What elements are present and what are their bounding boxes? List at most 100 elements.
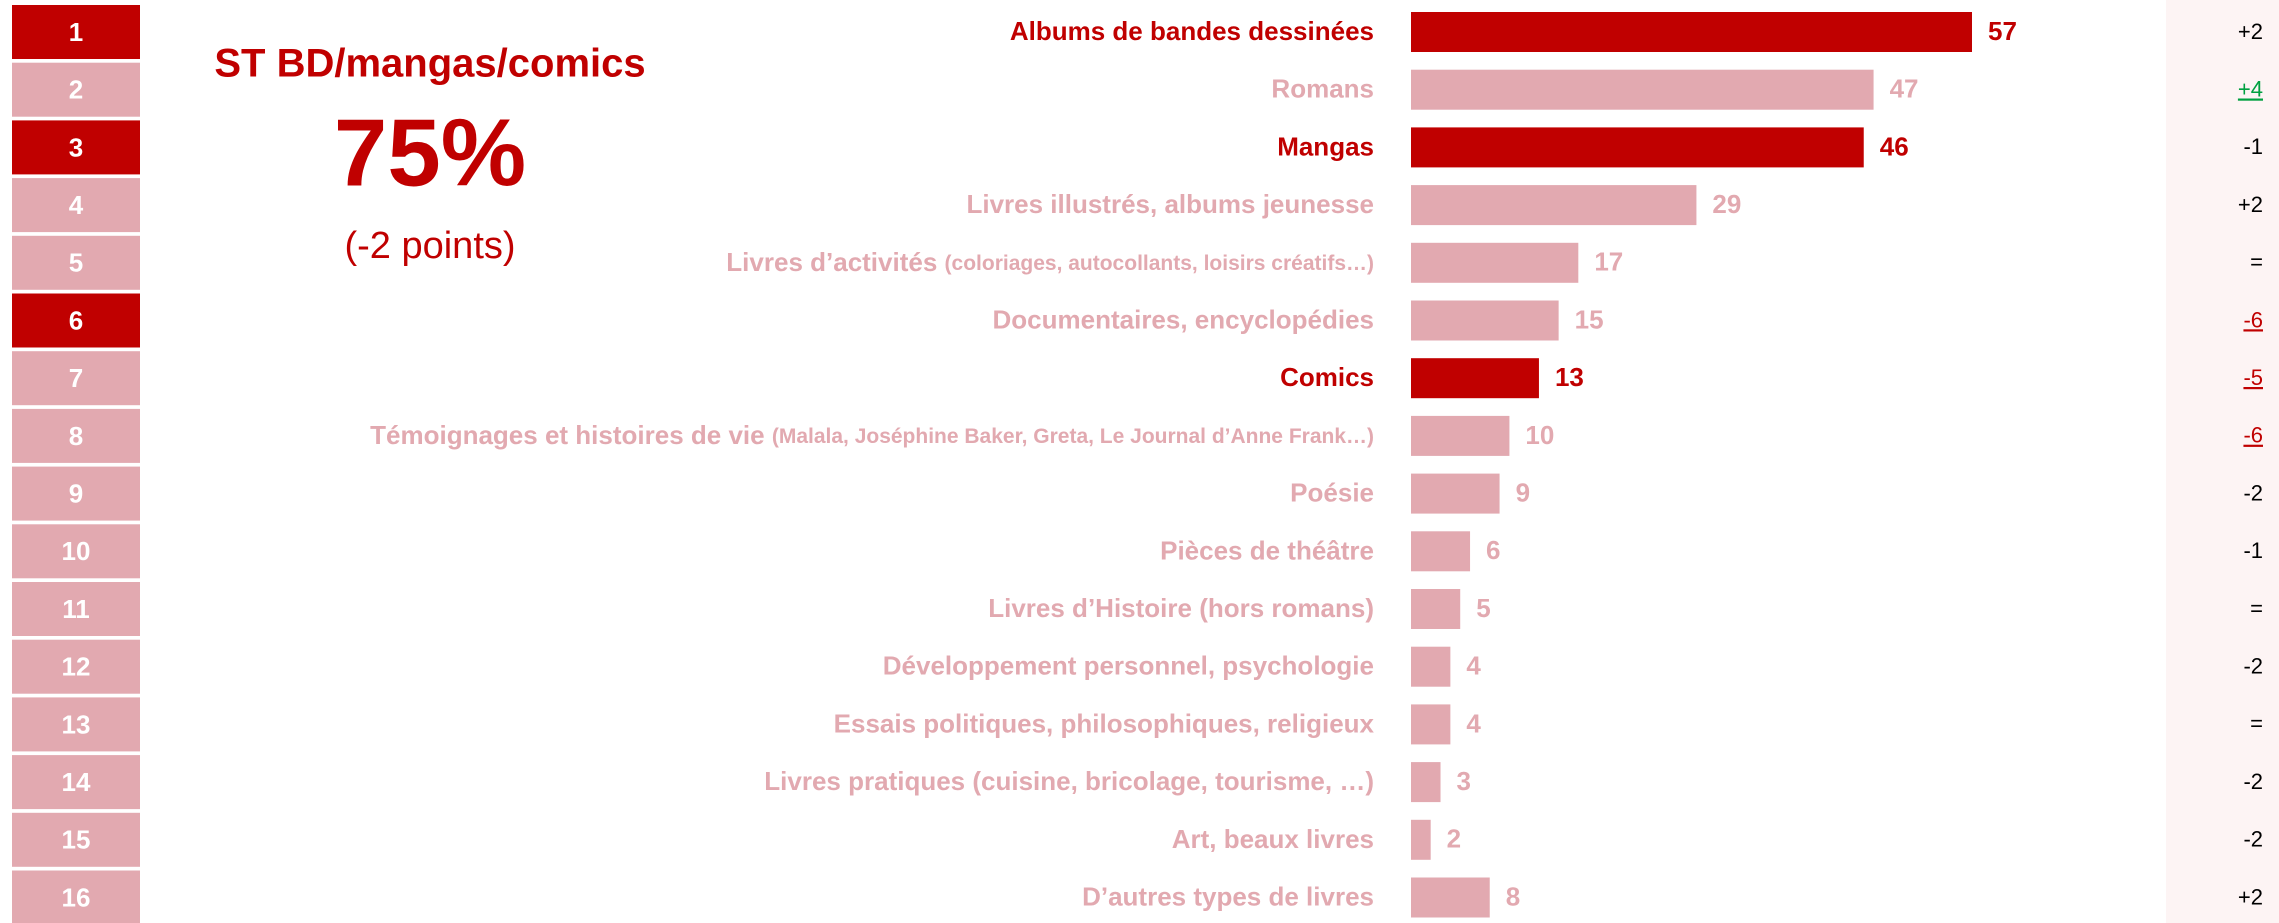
bar	[1411, 877, 1490, 918]
category-name: Pièces de théâtre	[1160, 535, 1374, 565]
rank-label: 6	[69, 305, 83, 335]
change-column-bg	[2166, 0, 2279, 923]
summary-value: 75%	[334, 99, 526, 206]
change-label: +2	[2238, 192, 2263, 217]
rank-box	[12, 408, 140, 463]
bar	[1411, 127, 1864, 168]
rank-box	[12, 812, 140, 867]
category-label: Livres d’Histoire (hors romans)	[988, 593, 1374, 623]
category-label: Poésie	[1290, 477, 1374, 507]
change-label: +2	[2238, 884, 2263, 909]
category-label: Pièces de théâtre	[1160, 535, 1374, 565]
change-label: -1	[2243, 538, 2263, 563]
category-label: Art, beaux livres	[1172, 824, 1374, 854]
rank-box	[12, 755, 140, 810]
rank-box	[12, 178, 140, 233]
rank-label: 5	[69, 248, 83, 278]
value-label: 2	[1447, 824, 1461, 854]
value-label: 13	[1555, 362, 1584, 392]
category-name: Témoignages et histoires de vie	[370, 420, 772, 450]
rank-box	[12, 582, 140, 636]
category-label: Livres d’activités (coloriages, autocoll…	[726, 247, 1374, 277]
change-label: -5	[2243, 365, 2263, 390]
value-label: 4	[1466, 651, 1481, 681]
category-label: Romans	[1271, 74, 1374, 104]
change-label: -6	[2243, 307, 2263, 332]
category-label: Livres pratiques (cuisine, bricolage, to…	[764, 766, 1374, 796]
value-label: 29	[1712, 189, 1741, 219]
rank-box	[12, 524, 140, 579]
category-name: Mangas	[1277, 131, 1374, 161]
rank-box	[12, 466, 140, 521]
rank-box	[12, 351, 140, 406]
rank-label: 1	[69, 17, 83, 47]
category-name: D’autres types de livres	[1082, 881, 1374, 911]
category-name: Comics	[1280, 362, 1374, 392]
bar	[1411, 819, 1431, 860]
change-label: -2	[2243, 827, 2263, 852]
rank-box	[12, 120, 140, 175]
bar	[1411, 646, 1451, 687]
category-label: Livres illustrés, albums jeunesse	[966, 189, 1374, 219]
category-detail: (Malala, Joséphine Baker, Greta, Le Jour…	[772, 424, 1374, 447]
rank-label: 4	[69, 190, 84, 220]
value-label: 46	[1880, 131, 1909, 161]
rank-label: 16	[62, 882, 91, 912]
category-label: Albums de bandes dessinées	[1010, 16, 1374, 46]
category-name: Romans	[1271, 74, 1374, 104]
value-label: 6	[1486, 535, 1500, 565]
value-label: 4	[1466, 708, 1481, 738]
category-name: Art, beaux livres	[1172, 824, 1374, 854]
rank-label: 10	[62, 536, 91, 566]
value-label: 8	[1506, 881, 1520, 911]
bar	[1411, 358, 1539, 399]
category-label: Comics	[1280, 362, 1374, 392]
category-name: Livres d’activités	[726, 247, 944, 277]
category-label: Essais politiques, philosophiques, relig…	[834, 708, 1375, 738]
rank-box	[12, 62, 140, 117]
change-label: =	[2250, 250, 2263, 275]
category-name: Poésie	[1290, 477, 1374, 507]
bar	[1411, 415, 1510, 456]
change-label: -2	[2243, 769, 2263, 794]
change-label: -1	[2243, 134, 2263, 159]
bar	[1411, 531, 1471, 572]
category-name: Développement personnel, psychologie	[883, 651, 1374, 681]
category-label: Témoignages et histoires de vie (Malala,…	[370, 420, 1374, 450]
change-label: =	[2250, 596, 2263, 621]
value-label: 3	[1457, 766, 1471, 796]
change-label: -2	[2243, 654, 2263, 679]
value-label: 5	[1476, 593, 1490, 623]
bar	[1411, 242, 1579, 283]
change-label: -2	[2243, 480, 2263, 505]
rank-label: 2	[69, 75, 83, 105]
bar	[1411, 589, 1461, 629]
value-label: 10	[1525, 420, 1554, 450]
category-name: Livres d’Histoire (hors romans)	[988, 593, 1374, 623]
value-label: 57	[1988, 16, 2017, 46]
category-name: Livres pratiques (cuisine, bricolage, to…	[764, 766, 1374, 796]
change-label: =	[2250, 711, 2263, 736]
rank-label: 8	[69, 421, 83, 451]
value-label: 47	[1890, 74, 1919, 104]
rank-label: 12	[62, 652, 91, 682]
rank-box	[12, 870, 140, 923]
category-name: Livres illustrés, albums jeunesse	[966, 189, 1374, 219]
rank-label: 14	[62, 767, 91, 797]
rank-label: 15	[62, 825, 91, 855]
bar	[1411, 300, 1559, 341]
category-label: D’autres types de livres	[1082, 881, 1374, 911]
category-label: Développement personnel, psychologie	[883, 651, 1374, 681]
value-label: 15	[1575, 304, 1604, 334]
change-label: +2	[2238, 19, 2263, 44]
category-name: Albums de bandes dessinées	[1010, 16, 1374, 46]
value-label: 17	[1594, 247, 1623, 277]
bar	[1411, 762, 1441, 803]
change-label: -6	[2243, 423, 2263, 448]
bar	[1411, 69, 1874, 110]
summary-title: ST BD/mangas/comics	[214, 42, 645, 86]
bar	[1411, 185, 1697, 226]
value-label: 9	[1516, 477, 1530, 507]
rank-box	[12, 697, 140, 752]
